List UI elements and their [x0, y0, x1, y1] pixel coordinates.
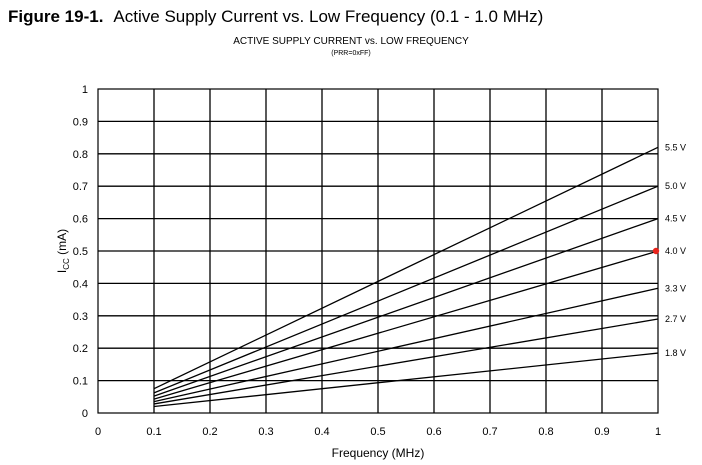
y-tick-label: 1 — [82, 84, 88, 96]
y-tick-label: 0.8 — [73, 149, 88, 161]
x-tick-label: 0.9 — [594, 426, 609, 438]
highlight-marker — [652, 247, 660, 255]
x-tick-label: 0 — [95, 426, 101, 438]
y-tick-label: 0.5 — [73, 246, 88, 258]
chart-subtitle: (PRR=0xFF) — [331, 50, 371, 57]
series-line — [153, 185, 659, 394]
x-tick-label: 0.5 — [370, 426, 385, 438]
series-line — [153, 352, 659, 408]
x-tick-label: 0.1 — [146, 426, 161, 438]
y-axis-label: ICC (mA) — [55, 229, 71, 273]
y-tick-label: 0.3 — [73, 311, 88, 323]
series-label: 3.3 V — [665, 283, 686, 293]
x-tick-label: 0.3 — [258, 426, 273, 438]
figure-caption: Figure 19-1. Active Supply Current vs. Lo… — [8, 7, 543, 27]
y-axis-ticks: 0 0.1 0.2 0.3 0.4 0.5 0.6 0.7 0.8 0.9 1 — [73, 84, 88, 420]
x-axis-label: Frequency (MHz) — [332, 446, 425, 460]
y-tick-label: 0.1 — [73, 376, 88, 388]
figure-label: Figure 19-1. — [8, 7, 104, 26]
series-labels: 5.5 V 5.0 V 4.5 V 4.0 V 3.3 V 2.7 V 1.8 V — [652, 142, 686, 358]
y-tick-label: 0.2 — [73, 343, 88, 355]
y-axis-label-unit: (mA) — [55, 229, 69, 258]
x-tick-label: 1 — [655, 426, 661, 438]
series-line — [153, 146, 659, 390]
chart-title: ACTIVE SUPPLY CURRENT vs. LOW FREQUENCY — [233, 36, 469, 47]
y-axis-label-symbol: I — [55, 270, 69, 273]
series-line — [153, 250, 659, 400]
x-tick-label: 0.4 — [314, 426, 329, 438]
y-tick-label: 0.9 — [73, 116, 88, 128]
series-label: 2.7 V — [665, 314, 686, 324]
chart-grid — [98, 89, 658, 413]
figure-caption-text: Active Supply Current vs. Low Frequency … — [113, 7, 544, 26]
series-label: 5.5 V — [665, 142, 686, 152]
x-axis-ticks: 0 0.1 0.2 0.3 0.4 0.5 0.6 0.7 0.8 0.9 1 — [95, 426, 661, 438]
y-tick-label: 0.4 — [73, 278, 88, 290]
x-tick-label: 0.2 — [202, 426, 217, 438]
series-label: 5.0 V — [665, 181, 686, 191]
y-tick-label: 0 — [82, 408, 88, 420]
series-label: 4.5 V — [665, 214, 686, 224]
y-axis-label-subscript: CC — [62, 258, 71, 270]
x-tick-label: 0.7 — [482, 426, 497, 438]
series-label: 4.0 V — [665, 246, 686, 256]
y-tick-label: 0.7 — [73, 181, 88, 193]
series-lines — [153, 146, 659, 408]
series-line — [153, 287, 659, 403]
series-line — [153, 318, 659, 405]
series-label: 1.8 V — [665, 348, 686, 358]
x-tick-label: 0.8 — [538, 426, 553, 438]
x-tick-label: 0.6 — [426, 426, 441, 438]
series-line — [153, 217, 659, 397]
y-tick-label: 0.6 — [73, 214, 88, 226]
